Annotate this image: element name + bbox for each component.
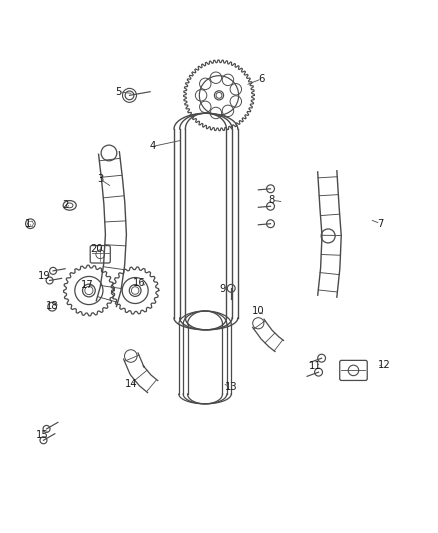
Text: 19: 19: [38, 271, 51, 281]
Text: 6: 6: [258, 74, 265, 84]
Text: 17: 17: [81, 280, 94, 290]
Text: 5: 5: [115, 87, 122, 97]
Text: 7: 7: [378, 219, 384, 229]
Text: 16: 16: [133, 278, 146, 288]
Text: 11: 11: [309, 361, 321, 371]
Text: 4: 4: [149, 141, 156, 151]
Text: 15: 15: [36, 430, 49, 440]
Text: 10: 10: [252, 306, 265, 316]
Text: 14: 14: [124, 379, 137, 390]
Text: 2: 2: [62, 200, 68, 211]
Text: 1: 1: [25, 219, 31, 229]
Text: 20: 20: [90, 244, 103, 254]
Text: 18: 18: [46, 301, 59, 311]
Text: 8: 8: [268, 195, 275, 205]
Text: 12: 12: [378, 360, 390, 370]
Text: 13: 13: [225, 382, 237, 392]
Text: 3: 3: [97, 174, 103, 184]
Text: 9: 9: [219, 284, 226, 294]
